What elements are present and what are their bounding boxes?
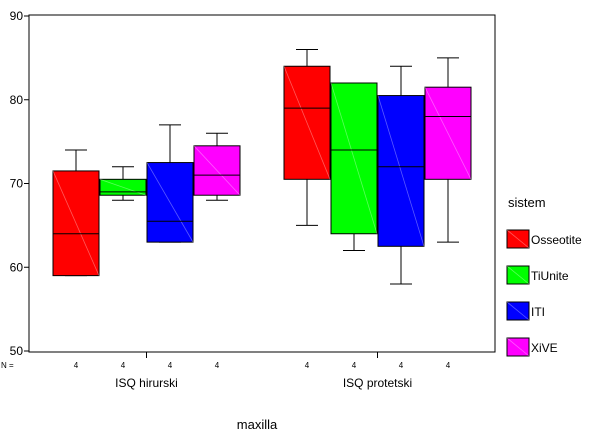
legend-item-osseotite: Osseotite xyxy=(506,229,582,249)
legend-swatch xyxy=(506,301,530,321)
box-body xyxy=(377,95,425,247)
legend-swatch-hatch xyxy=(506,229,530,249)
legend: Osseotite TiUnite ITI XiVE xyxy=(506,229,582,357)
box-xive-2 xyxy=(424,57,472,243)
n-count: 4 xyxy=(215,361,220,370)
n-count: 4 xyxy=(168,361,173,370)
box-iti-2 xyxy=(377,65,425,285)
box-body xyxy=(283,65,331,180)
n-label: N = xyxy=(1,361,14,370)
box-hatch xyxy=(283,66,331,180)
box-hatch xyxy=(99,178,147,196)
box-iti-1 xyxy=(146,124,194,243)
x-category-label: ISQ hirurski xyxy=(115,376,178,390)
box-hatch xyxy=(330,82,378,234)
legend-swatch xyxy=(506,265,530,285)
box-body xyxy=(424,86,472,180)
y-tick-label: 60 xyxy=(10,260,24,274)
legend-label: ITI xyxy=(531,305,545,319)
y-tick-label: 80 xyxy=(10,93,24,107)
legend-swatch-hatch xyxy=(506,301,530,321)
box-osseotite-2 xyxy=(283,49,331,226)
n-count: 4 xyxy=(121,361,126,370)
x-category-label: ISQ protetski xyxy=(343,376,412,390)
legend-item-tiunite: TiUnite xyxy=(506,265,569,285)
legend-label: Osseotite xyxy=(531,233,582,247)
n-count: 4 xyxy=(305,361,310,370)
box-body xyxy=(52,170,100,277)
legend-swatch-hatch xyxy=(506,337,530,357)
y-tick-label: 70 xyxy=(10,177,24,191)
box-hatch xyxy=(146,162,194,243)
box-hatch xyxy=(52,170,100,276)
box-osseotite-1 xyxy=(52,149,100,277)
box-body xyxy=(146,162,194,243)
legend-label: TiUnite xyxy=(531,269,569,283)
box-tiunite-1 xyxy=(99,166,147,201)
legend-item-xive: XiVE xyxy=(506,337,558,357)
box-hatch xyxy=(424,87,472,180)
box-hatch xyxy=(377,95,425,247)
legend-label: XiVE xyxy=(531,341,558,355)
y-tick-label: 90 xyxy=(10,9,24,23)
box-body xyxy=(193,145,241,196)
x-axis-title: maxilla xyxy=(237,417,278,429)
n-count: 4 xyxy=(352,361,357,370)
box-body xyxy=(330,82,378,235)
box-hatch xyxy=(193,145,241,196)
legend-swatch xyxy=(506,337,530,357)
legend-swatch xyxy=(506,229,530,249)
plot-area: 50 60 70 80 90 ISQ hirurski ISQ protetski 4 4 4 4 4… xyxy=(10,9,496,390)
legend-swatch-hatch xyxy=(506,265,530,285)
box-tiunite-2 xyxy=(330,82,378,251)
y-tick-label: 50 xyxy=(10,344,24,358)
legend-title: sistem xyxy=(508,195,546,210)
n-count: 4 xyxy=(74,361,79,370)
box-xive-1 xyxy=(193,132,241,201)
n-count: 4 xyxy=(446,361,451,370)
box-body xyxy=(99,178,147,196)
legend-item-iti: ITI xyxy=(506,301,545,321)
n-count: 4 xyxy=(399,361,404,370)
